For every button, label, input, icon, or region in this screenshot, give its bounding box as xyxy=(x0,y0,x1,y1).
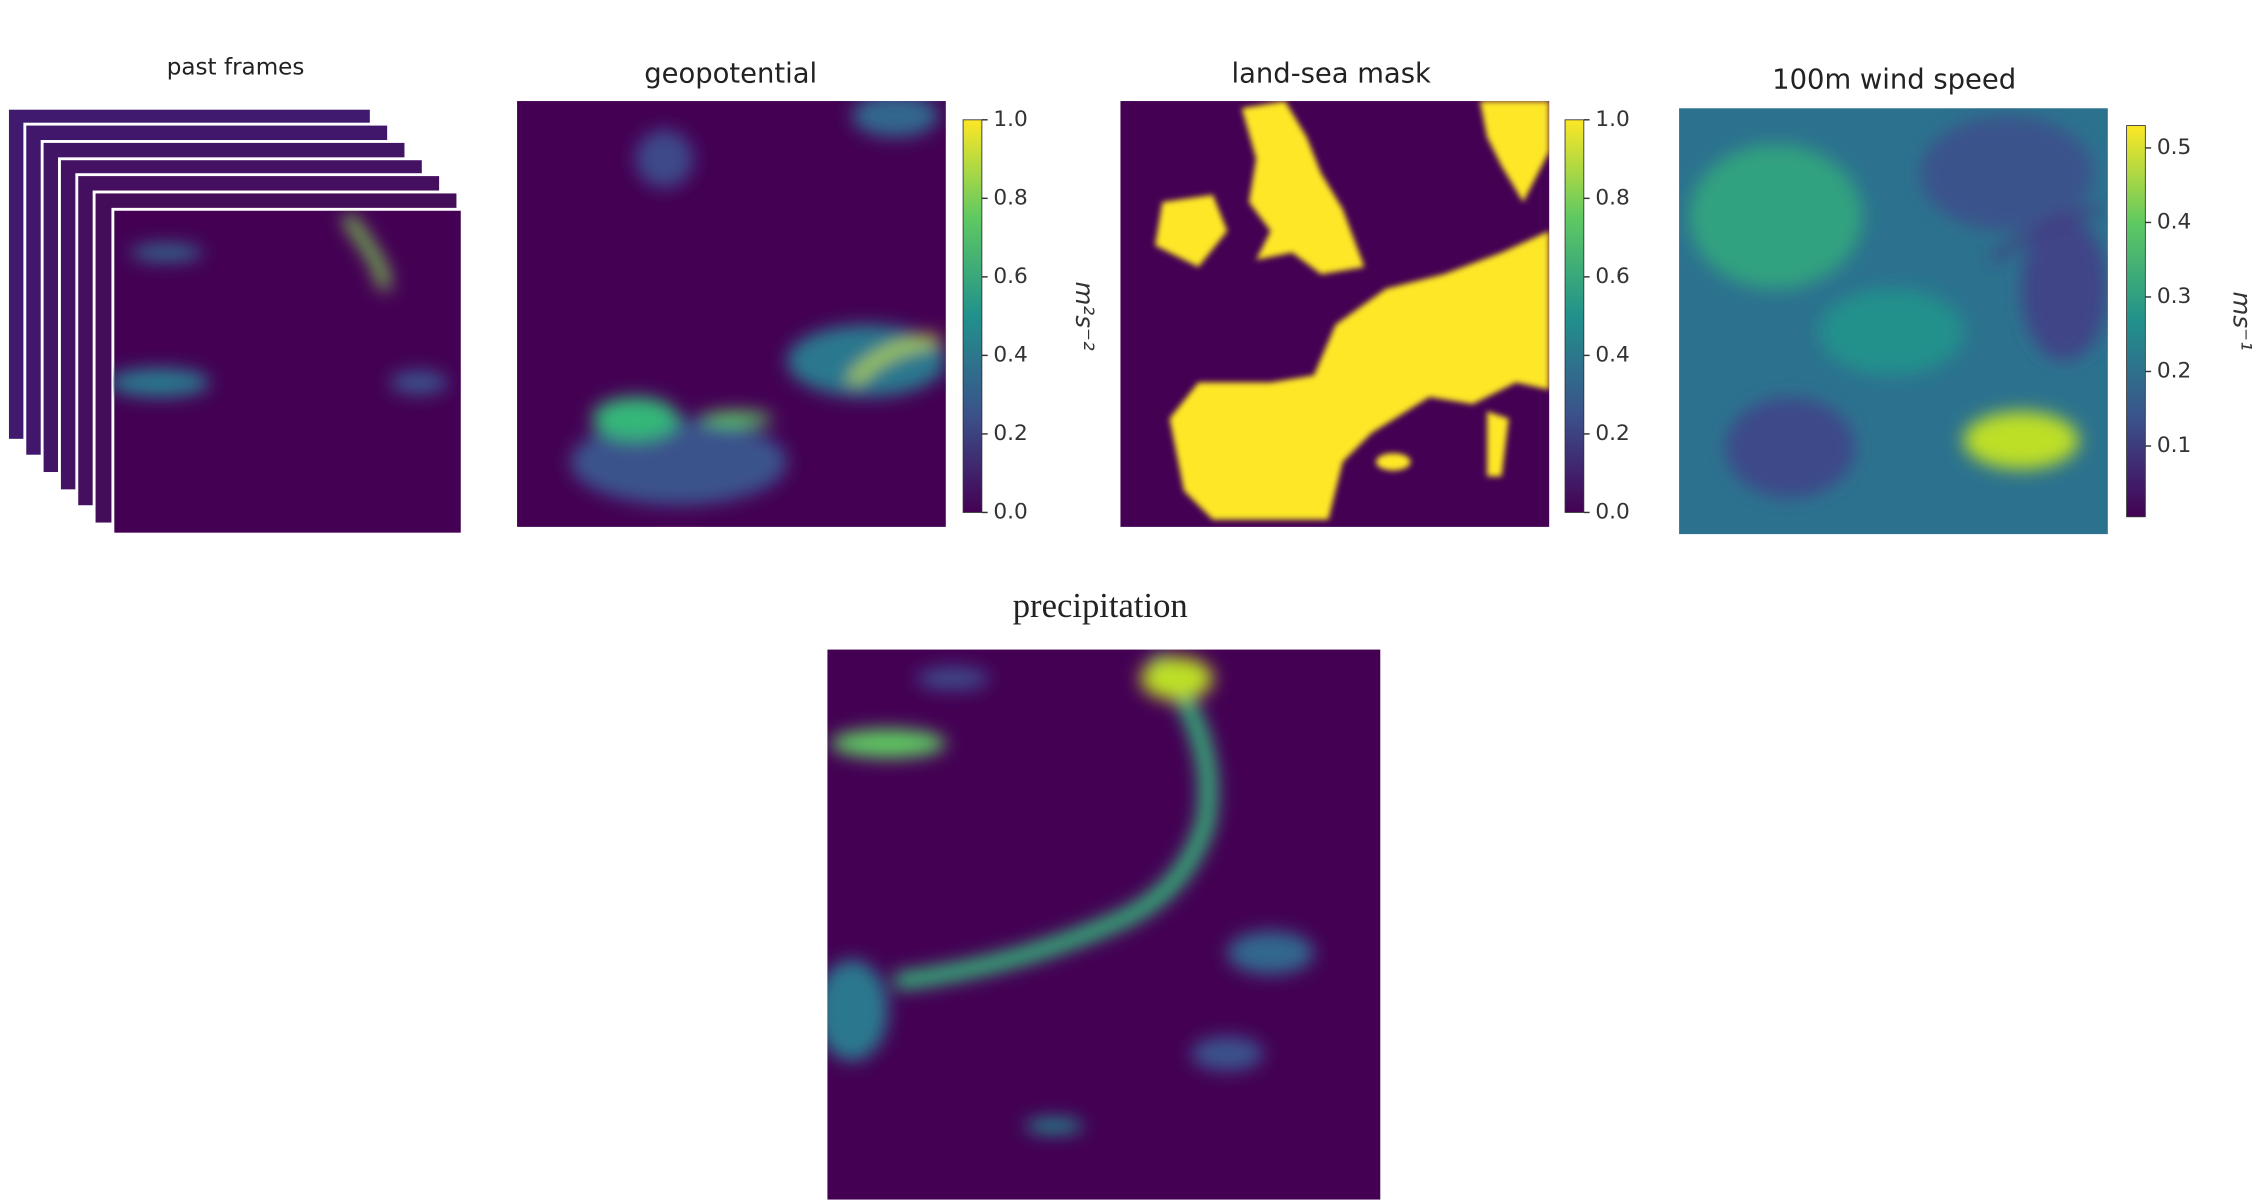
colorbar-tick-label: 0.2 xyxy=(993,421,1027,446)
panel-title: land-sea mask xyxy=(1232,59,1431,90)
colorbar xyxy=(1565,120,1584,513)
colorbar xyxy=(963,120,982,513)
colorbar-tick-label: 0.2 xyxy=(1595,421,1629,446)
colorbar-tick-label: 0.4 xyxy=(1595,342,1629,367)
colorbar xyxy=(2127,126,2146,517)
colorbar-tick-label: 0.4 xyxy=(2157,209,2191,234)
colorbar-unit: ms⁻¹ xyxy=(2228,291,2257,350)
colorbar-tick-label: 0.0 xyxy=(993,499,1027,524)
panel-title: 100m wind speed xyxy=(1772,64,2016,95)
colorbar-tick-label: 0.6 xyxy=(993,264,1027,289)
colorbar-tick-label: 0.0 xyxy=(1595,499,1629,524)
panel-title: past frames xyxy=(167,54,305,80)
colorbar-tick-label: 0.5 xyxy=(2157,135,2191,160)
colorbar-tick-label: 0.4 xyxy=(993,342,1027,367)
heatmap xyxy=(517,94,946,527)
colorbar-tick-label: 0.8 xyxy=(993,185,1027,210)
panel-title: precipitation xyxy=(1013,587,1188,625)
panel-title: geopotential xyxy=(644,59,817,90)
colorbar-tick-label: 0.6 xyxy=(1595,264,1629,289)
heatmap xyxy=(1120,101,1549,527)
colorbar-tick-label: 1.0 xyxy=(1595,107,1629,132)
heatmap xyxy=(816,650,1380,1200)
colorbar-tick-label: 0.8 xyxy=(1595,185,1629,210)
figure: past frames geopotential land-sea mask 1… xyxy=(0,0,2264,1201)
colorbar-unit: m²s⁻² xyxy=(1070,282,1099,351)
colorbar-tick-label: 0.3 xyxy=(2157,284,2191,309)
colorbar-tick-label: 0.1 xyxy=(2157,433,2191,458)
heatmap xyxy=(1679,108,2108,534)
colorbar-tick-label: 1.0 xyxy=(993,107,1027,132)
colorbar-tick-label: 0.2 xyxy=(2157,358,2191,383)
frame-stack xyxy=(8,108,463,534)
